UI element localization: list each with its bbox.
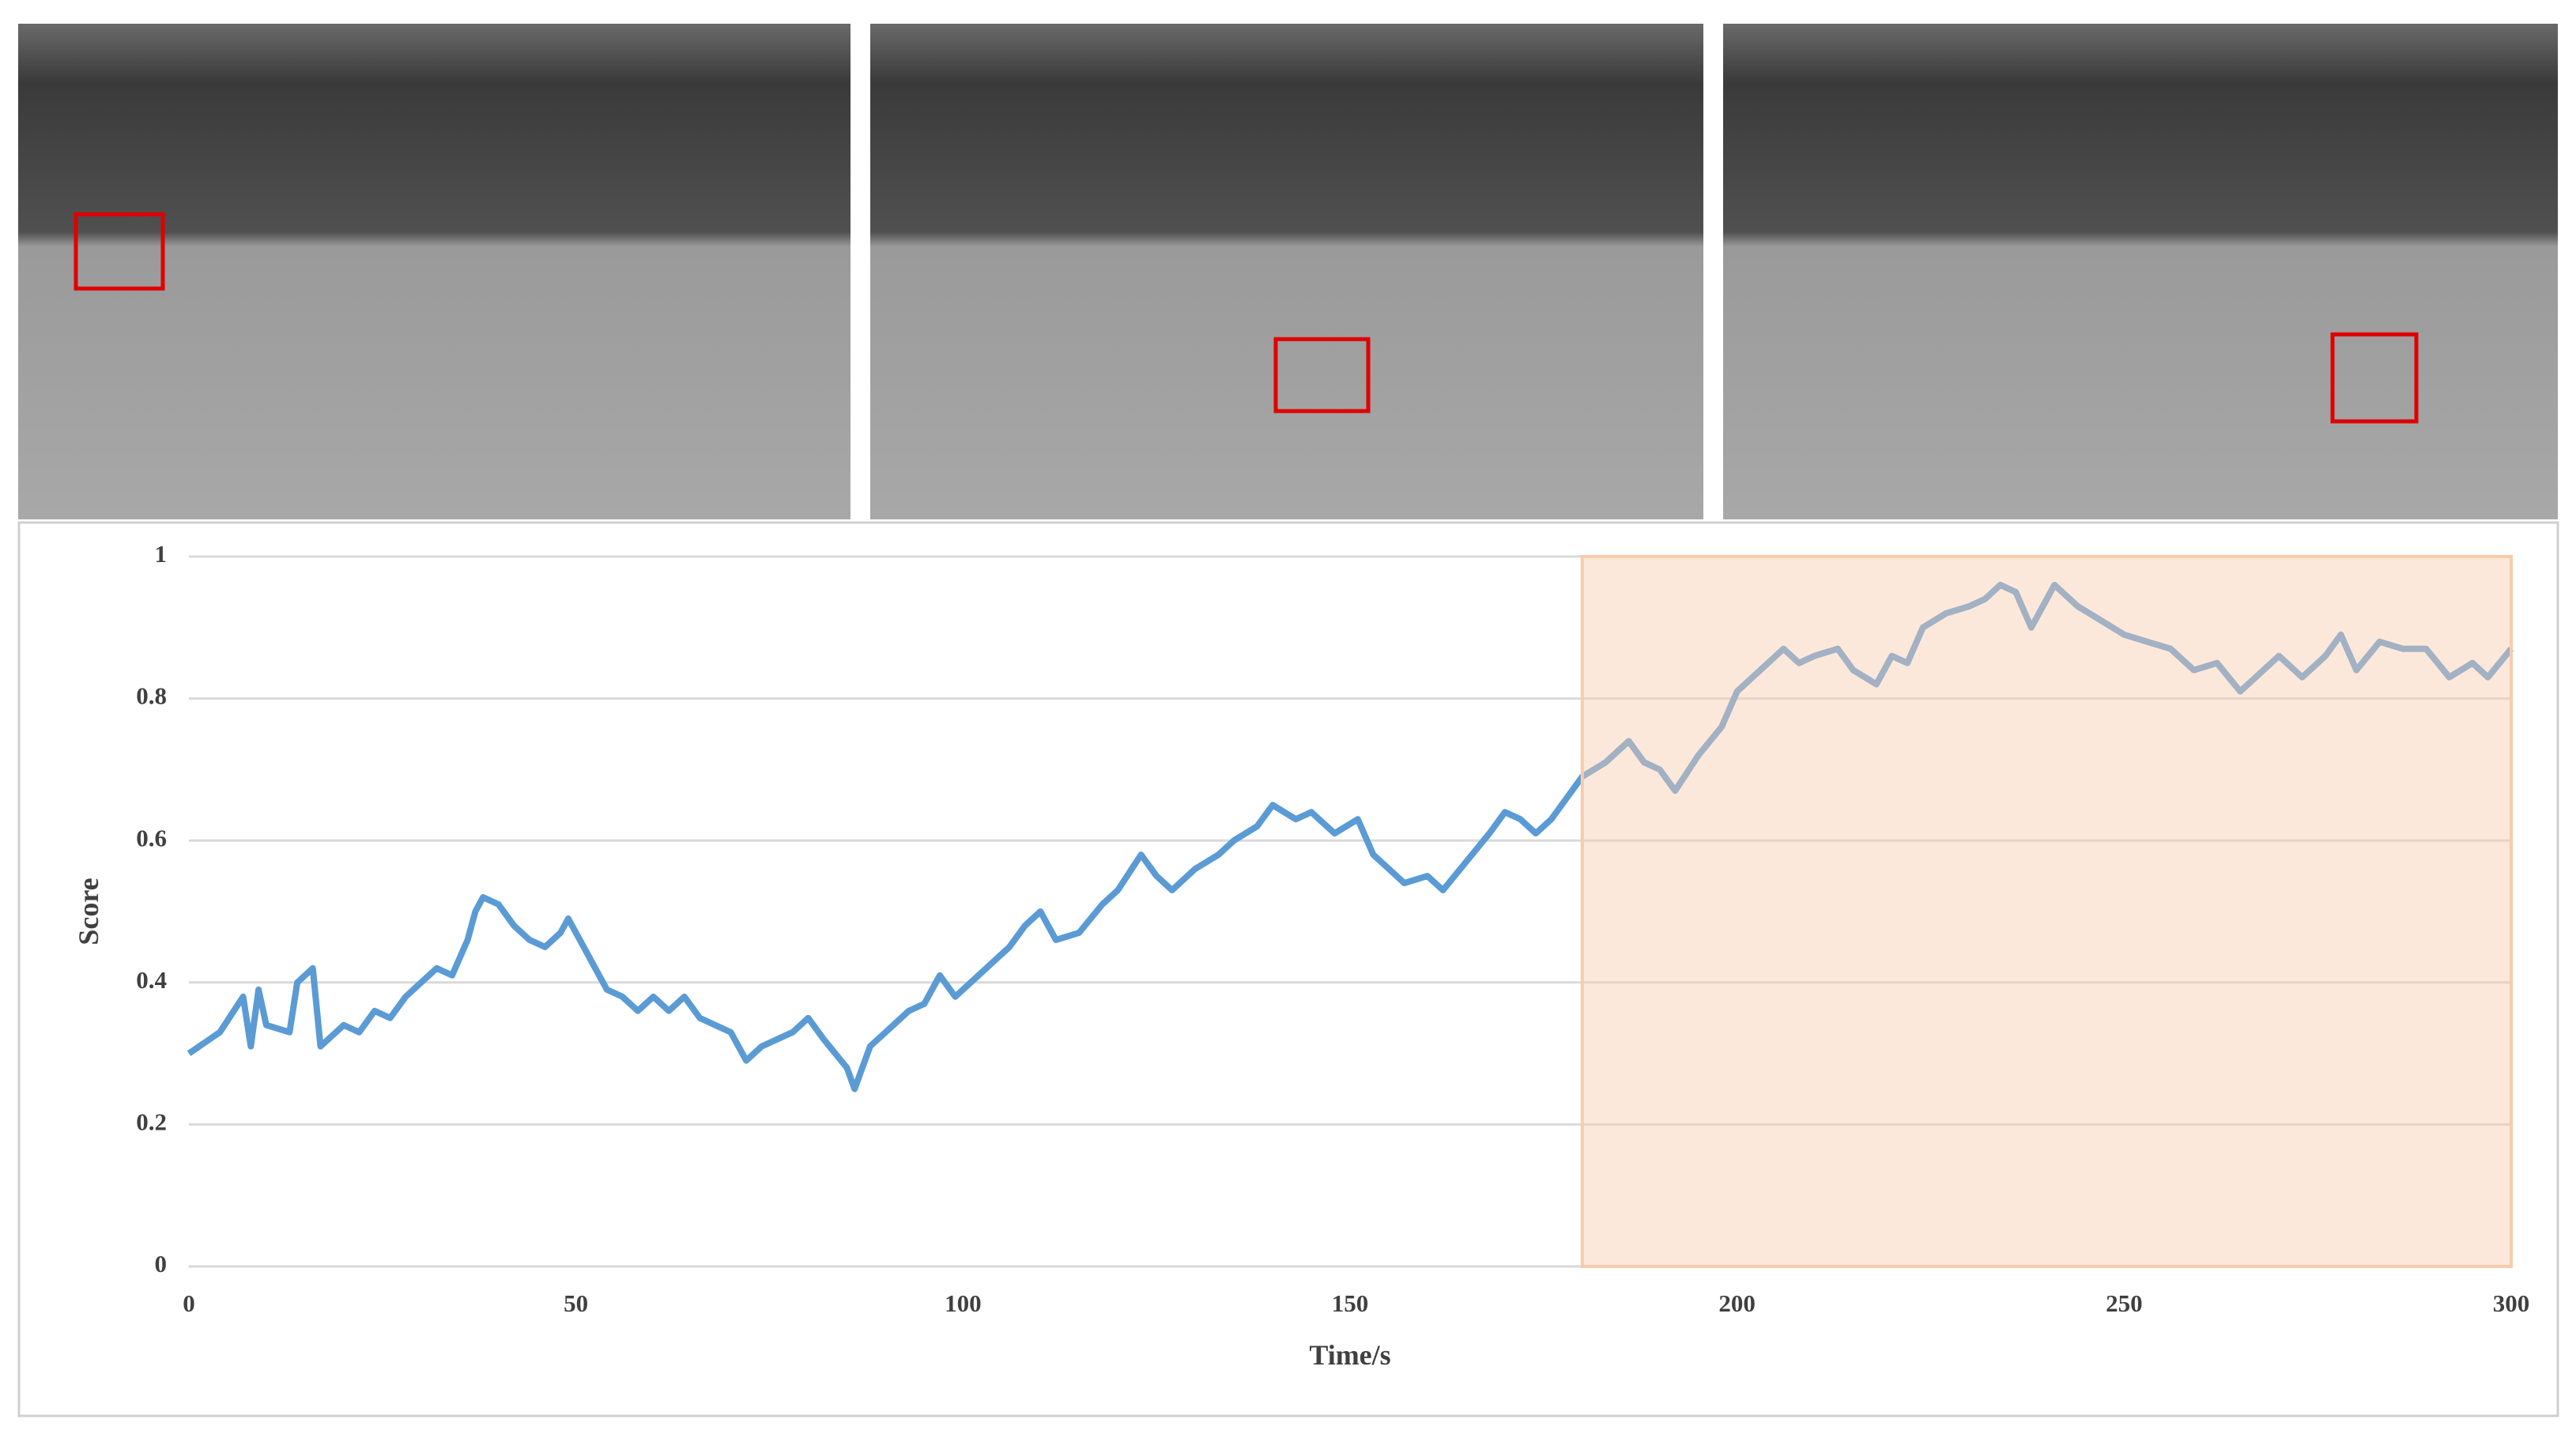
frame-3 <box>1723 24 2558 519</box>
x-tick-label: 0 <box>183 1289 195 1317</box>
y-tick-label: 1 <box>155 540 168 568</box>
y-tick-label: 0.8 <box>136 682 167 710</box>
x-axis-title: Time/s <box>1309 1339 1390 1371</box>
y-tick-label: 0 <box>155 1250 168 1278</box>
highlight-region <box>1580 555 2513 1268</box>
x-tick-label: 100 <box>945 1289 982 1317</box>
detection-box <box>2330 332 2419 424</box>
line-series <box>187 581 2514 1093</box>
y-tick-label: 0.6 <box>136 824 167 851</box>
y-tick-label: 0.2 <box>136 1108 167 1136</box>
y-tick-label: 0.4 <box>136 966 167 994</box>
video-frames <box>18 24 2558 519</box>
x-tick-label: 250 <box>2106 1289 2143 1317</box>
y-axis-title: Score <box>73 878 104 945</box>
detection-box <box>74 212 165 291</box>
x-tick-label: 150 <box>1332 1289 1369 1317</box>
x-tick-label: 300 <box>2493 1289 2530 1317</box>
frame-2 <box>870 24 1703 519</box>
x-tick-label: 200 <box>1718 1289 1756 1317</box>
frame-1 <box>18 24 850 519</box>
detection-box <box>1273 337 1371 413</box>
x-tick-label: 50 <box>564 1289 588 1317</box>
